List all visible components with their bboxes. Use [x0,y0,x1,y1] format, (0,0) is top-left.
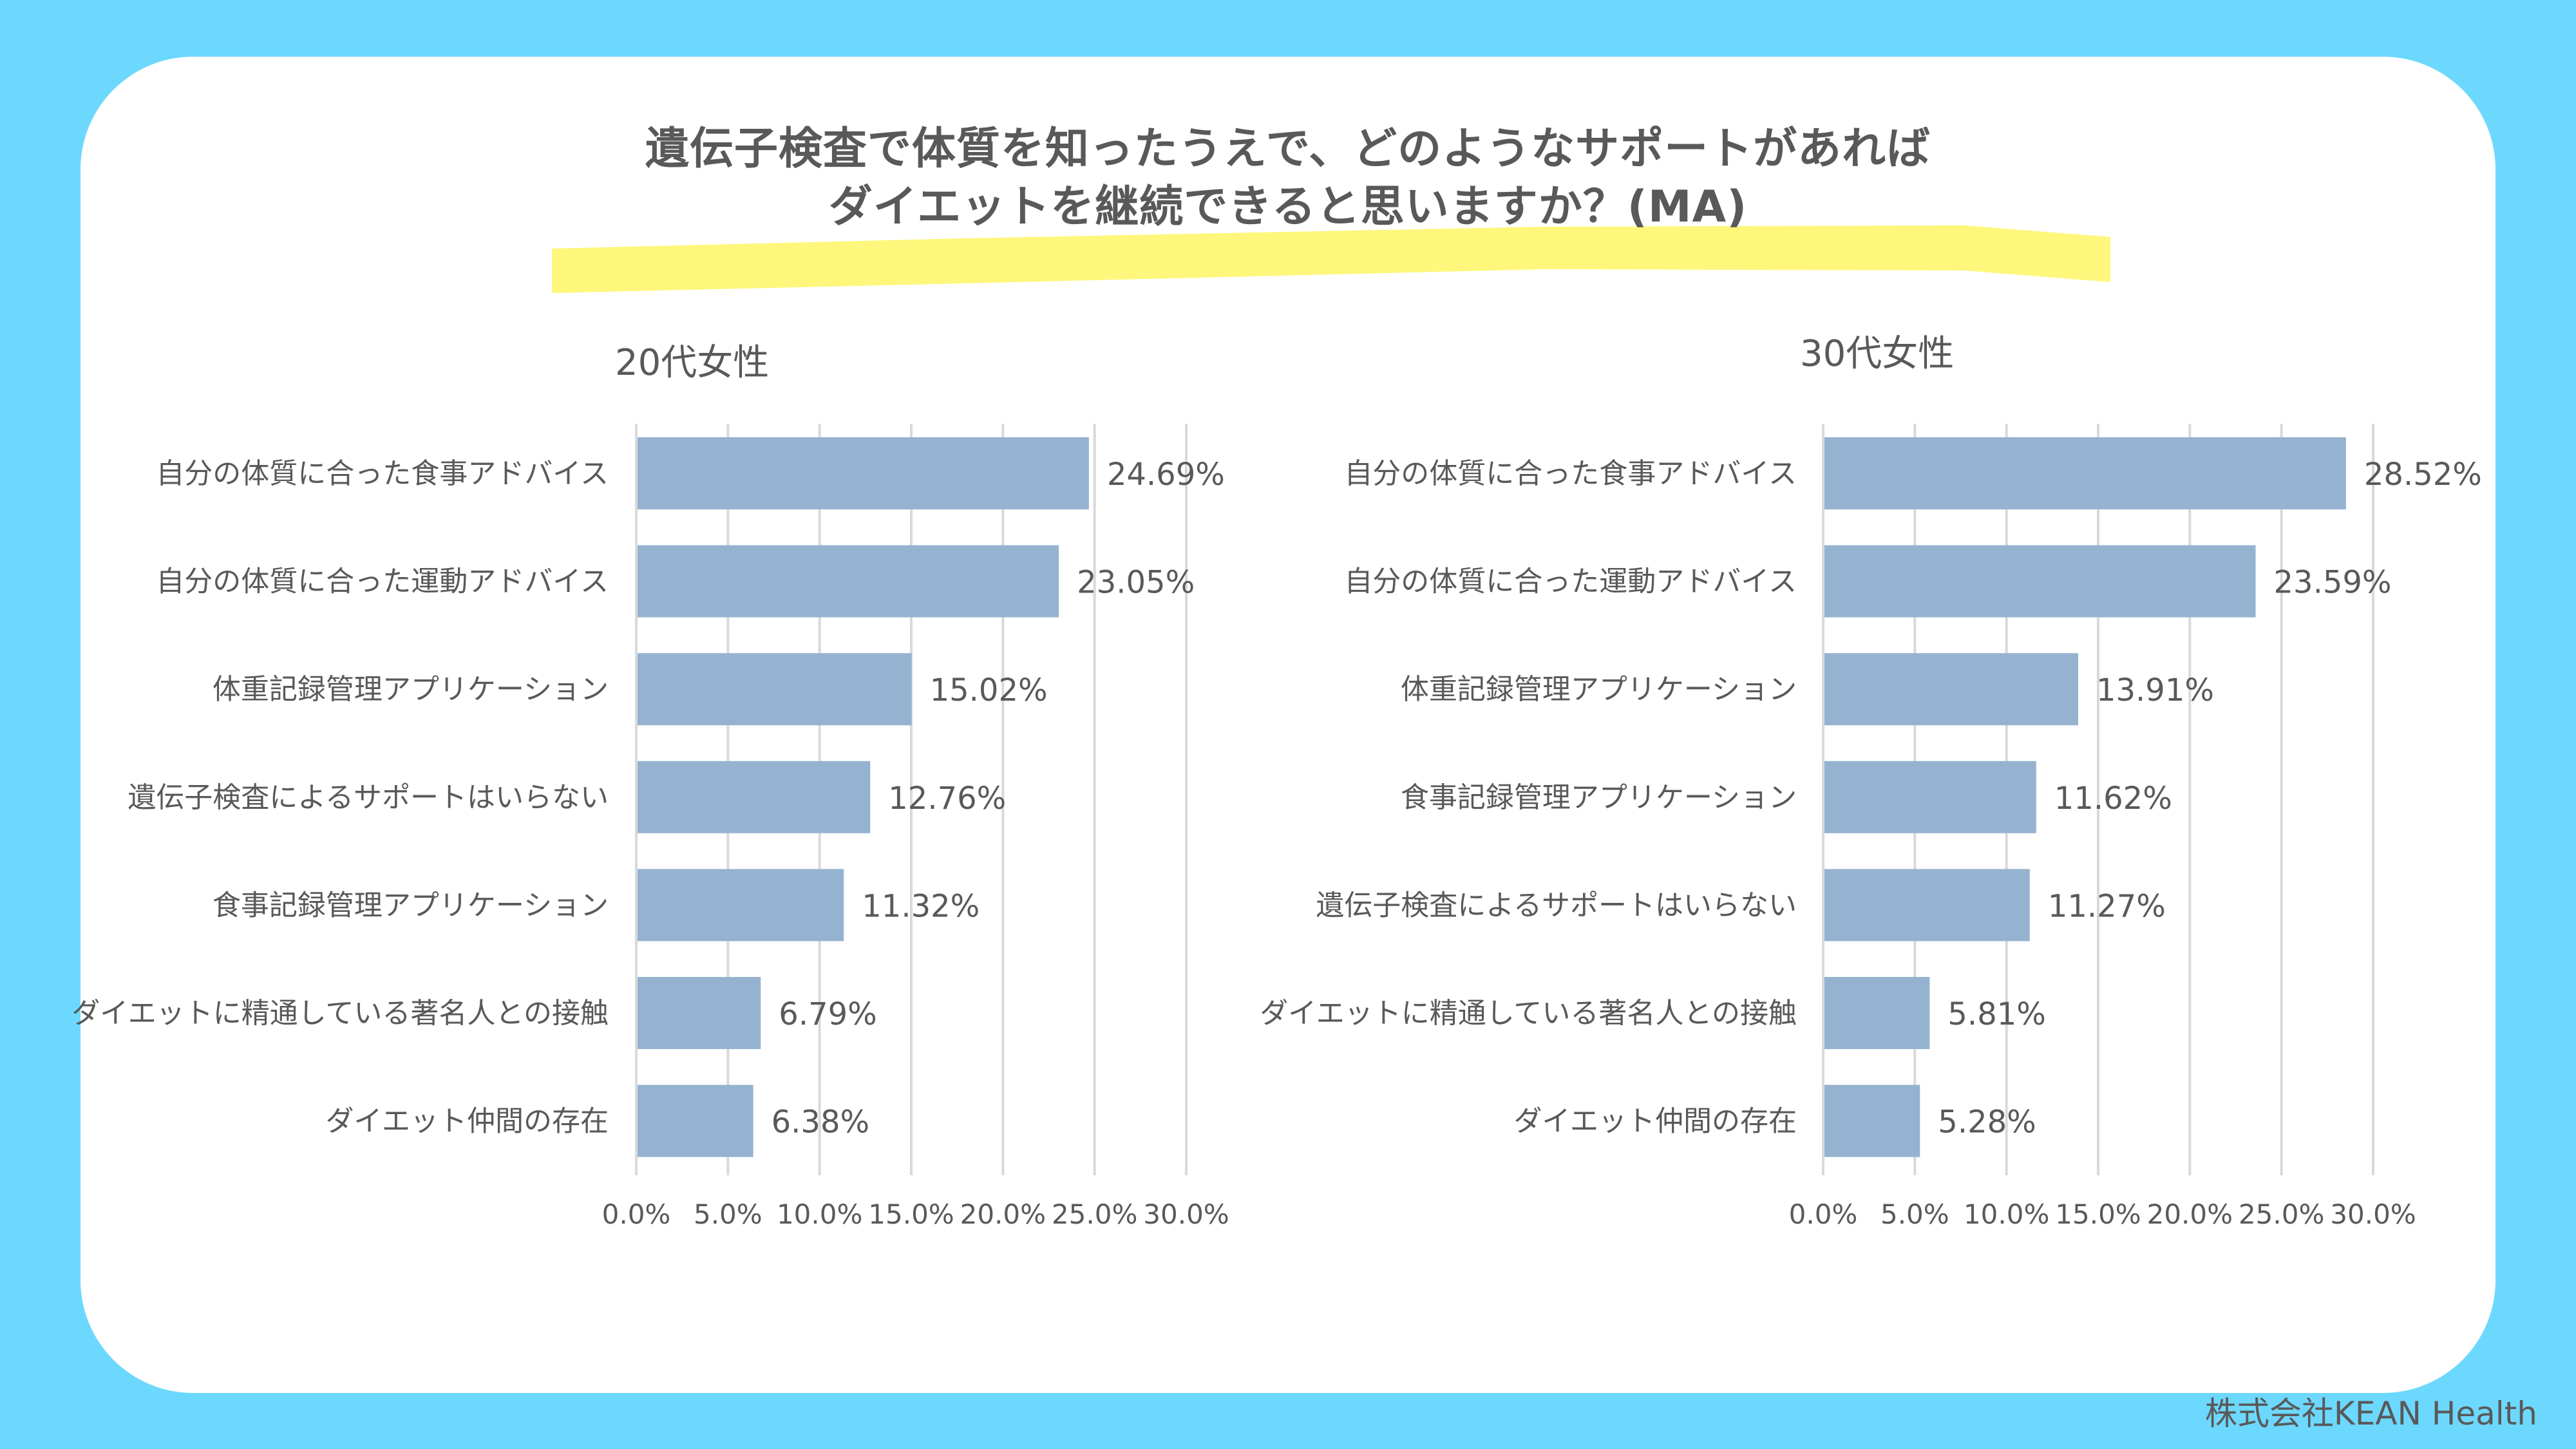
bar [1824,869,2030,942]
x-tick-label: 30.0% [2330,1198,2416,1230]
data-label: 11.62% [2054,781,2172,817]
x-tick-label: 20.0% [960,1198,1046,1230]
chart-title-30s: 30代女性 [1800,333,1955,375]
x-tick-label: 25.0% [2239,1198,2324,1230]
x-tick-label: 0.0% [602,1198,671,1230]
data-label: 12.76% [888,781,1006,817]
bar [638,977,761,1049]
data-label: 5.81% [1947,996,2045,1032]
category-label: 食事記録管理アプリケーション [213,889,609,922]
x-tick-label: 5.0% [694,1198,762,1230]
data-label: 28.52% [2364,457,2482,493]
x-tick-label: 15.0% [2055,1198,2141,1230]
data-label: 23.05% [1077,565,1195,601]
x-tick-label: 10.0% [777,1198,862,1230]
category-label: 遺伝子検査によるサポートはいらない [1316,889,1797,922]
main-title-line1: 遺伝子検査で体質を知ったうえで、どのようなサポートがあれば [645,124,1931,175]
x-tick-label: 25.0% [1052,1198,1137,1230]
data-label: 15.02% [930,672,1048,708]
data-label: 6.79% [779,996,876,1032]
x-tick-label: 30.0% [1143,1198,1229,1230]
category-label: ダイエットに精通している著名人との接触 [71,997,609,1030]
bar [638,869,844,942]
category-label: ダイエット仲間の存在 [1513,1105,1797,1138]
data-label: 11.27% [2048,888,2166,924]
bar [638,653,912,726]
x-tick-label: 20.0% [2147,1198,2233,1230]
data-label: 23.59% [2274,565,2392,601]
category-label: ダイエット仲間の存在 [325,1105,609,1138]
bar [1824,761,2036,833]
bar [1824,1084,1920,1157]
category-label: 自分の体質に合った食事アドバイス [1344,457,1797,490]
x-tick-label: 10.0% [1964,1198,2049,1230]
data-label: 5.28% [1938,1104,2036,1141]
data-label: 24.69% [1107,457,1225,493]
data-label: 6.38% [772,1104,869,1141]
category-label: 自分の体質に合った食事アドバイス [156,457,609,490]
data-label: 11.32% [862,888,980,924]
category-label: ダイエットに精通している著名人との接触 [1260,997,1797,1030]
category-label: 自分の体質に合った運動アドバイス [1344,565,1797,598]
category-label: 体重記録管理アプリケーション [1401,673,1797,706]
category-label: 体重記録管理アプリケーション [213,673,609,706]
bar [638,761,871,833]
bar [638,545,1059,618]
category-label: 自分の体質に合った運動アドバイス [156,565,609,598]
x-tick-label: 15.0% [868,1198,954,1230]
bar [638,1084,753,1157]
company-credit: 株式会社KEAN Health [2204,1395,2537,1432]
bar [1824,977,1930,1049]
data-label: 13.91% [2096,672,2214,708]
bar [1824,437,2346,509]
x-tick-label: 5.0% [1880,1198,1949,1230]
category-label: 食事記録管理アプリケーション [1401,781,1797,814]
main-title-line2: ダイエットを継続できると思いますか？(MA) [828,182,1748,232]
chart-title-20s: 20代女性 [615,342,770,384]
bar [1824,653,2078,726]
bar [638,437,1089,509]
category-label: 遺伝子検査によるサポートはいらない [128,781,609,814]
x-tick-label: 0.0% [1789,1198,1858,1230]
bar [1824,545,2256,618]
